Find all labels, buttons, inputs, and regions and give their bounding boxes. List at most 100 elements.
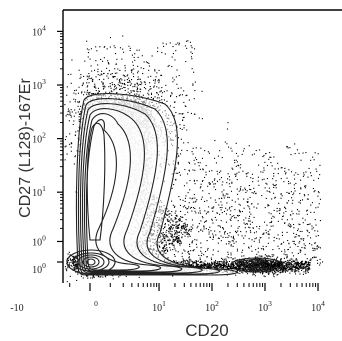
event-dot: [191, 68, 193, 70]
event-dot: [147, 92, 149, 94]
event-dot: [169, 105, 171, 107]
event-dot: [64, 159, 66, 161]
event-dot: [170, 218, 172, 220]
event-dot: [160, 239, 162, 241]
event-dot: [168, 238, 170, 240]
event-dot: [179, 240, 181, 242]
event-dot: [83, 75, 85, 77]
event-dot: [74, 109, 76, 111]
event-dot: [169, 239, 171, 241]
event-dot: [158, 78, 160, 80]
event-dot: [164, 244, 166, 246]
event-dot: [180, 242, 182, 244]
event-dot: [182, 225, 184, 227]
event-dot: [86, 91, 88, 93]
event-dot: [131, 71, 133, 73]
event-dot: [170, 94, 172, 96]
event-dot: [184, 105, 186, 107]
event-dot: [192, 227, 194, 229]
event-dot: [178, 238, 180, 240]
event-dot: [92, 277, 94, 279]
event-dot: [70, 109, 72, 111]
event-dot: [166, 208, 168, 210]
event-dot: [127, 84, 129, 86]
event-dot: [80, 76, 82, 78]
event-dot: [176, 236, 178, 238]
event-dot: [167, 220, 169, 222]
event-dot: [184, 232, 186, 234]
event-dot: [75, 93, 77, 95]
event-dot: [162, 247, 164, 249]
event-dot: [148, 90, 150, 92]
event-dot: [139, 91, 141, 93]
event-dot: [171, 92, 173, 94]
event-dot: [78, 108, 80, 110]
event-dot: [165, 244, 167, 246]
event-dot: [162, 232, 164, 234]
event-dot: [175, 237, 177, 239]
event-dot: [95, 60, 97, 62]
event-dot: [176, 233, 178, 235]
event-dot: [163, 250, 165, 252]
event-dot: [81, 91, 83, 93]
event-dot: [143, 68, 145, 70]
event-dot: [164, 249, 166, 251]
event-dot: [120, 82, 122, 84]
event-dot: [134, 83, 136, 85]
event-dot: [182, 113, 184, 115]
event-dot: [164, 239, 166, 241]
event-dot: [143, 61, 145, 63]
event-dot: [165, 84, 167, 86]
event-dot: [170, 95, 172, 97]
event-dot: [80, 111, 82, 113]
event-dot: [98, 90, 100, 92]
event-dot: [129, 81, 131, 83]
event-dot: [178, 113, 180, 115]
event-dot: [66, 281, 68, 283]
event-dot: [178, 240, 180, 242]
event-dot: [179, 124, 181, 126]
event-dot: [130, 91, 132, 93]
event-dot: [66, 268, 68, 270]
event-dot: [69, 275, 71, 277]
event-dot: [171, 214, 173, 216]
event-dot: [112, 77, 114, 79]
event-dot: [79, 77, 81, 79]
event-dot: [176, 83, 178, 85]
event-dot: [173, 115, 175, 117]
event-dot: [93, 86, 95, 88]
event-dot: [158, 241, 160, 243]
event-dot: [160, 235, 162, 237]
event-dot: [74, 156, 76, 158]
event-dot: [186, 94, 188, 96]
event-dot: [78, 113, 80, 115]
event-dot: [76, 279, 78, 281]
event-dot: [69, 113, 71, 115]
event-dot: [102, 82, 104, 84]
event-dot: [104, 275, 106, 277]
event-dot: [158, 246, 160, 248]
event-dot: [188, 99, 190, 101]
event-dot: [107, 73, 109, 75]
event-dot: [172, 81, 174, 83]
event-dot: [158, 97, 160, 99]
event-dot: [163, 248, 165, 250]
event-dot: [74, 101, 76, 103]
event-dot: [111, 82, 113, 84]
event-dot: [188, 229, 190, 231]
event-dot: [178, 241, 180, 243]
event-dot: [115, 88, 117, 90]
event-dot: [158, 245, 160, 247]
event-dot: [182, 226, 184, 228]
event-dot: [75, 259, 77, 261]
event-dot: [77, 92, 79, 94]
event-dot: [163, 252, 165, 254]
event-dot: [73, 256, 75, 258]
event-dot: [167, 211, 169, 213]
event-dot: [150, 92, 152, 94]
event-dot: [132, 90, 134, 92]
event-dot: [129, 84, 131, 86]
event-dot: [127, 88, 129, 90]
event-dot: [162, 233, 164, 235]
event-dot: [170, 227, 172, 229]
